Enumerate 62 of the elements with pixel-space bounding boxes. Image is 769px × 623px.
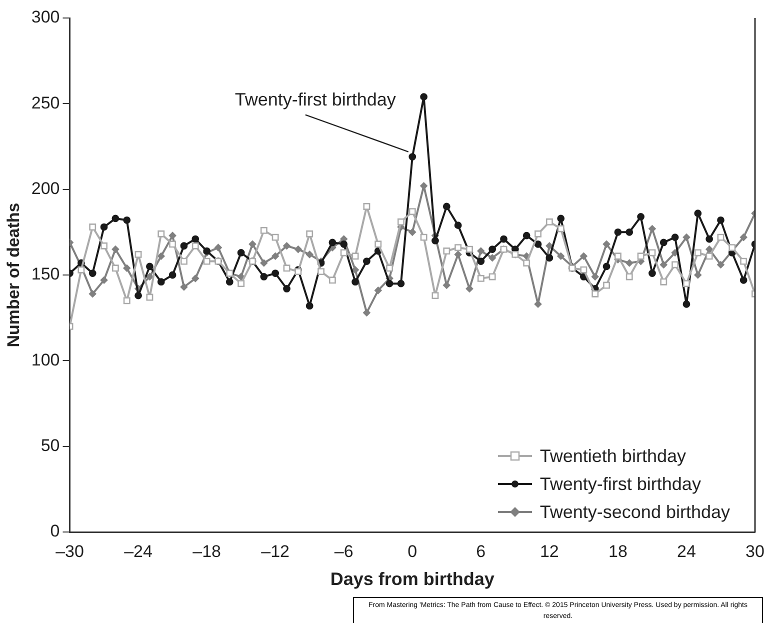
point	[466, 285, 474, 292]
point	[557, 252, 565, 260]
point	[694, 271, 702, 279]
point	[352, 266, 359, 274]
y-tick-label: 250	[31, 93, 60, 112]
y-tick-label: 0	[50, 522, 60, 541]
x-tick-label: 6	[476, 542, 486, 561]
point	[123, 264, 131, 272]
point	[112, 246, 120, 253]
x-tick-label: 18	[608, 542, 628, 561]
point	[180, 283, 188, 291]
y-tick-label: 50	[40, 436, 60, 456]
point	[237, 273, 245, 280]
point	[168, 232, 176, 240]
x-tick-label: 12	[540, 542, 559, 561]
x-tick-label: –12	[261, 542, 290, 561]
x-tick-label: 30	[746, 542, 764, 561]
x-tick-label: –24	[124, 542, 152, 561]
point	[214, 244, 222, 252]
point	[546, 242, 554, 250]
point	[192, 274, 200, 282]
x-tick-label: 24	[677, 542, 696, 561]
y-tick-label: 200	[31, 179, 60, 198]
point	[88, 290, 96, 298]
y-tick-label: 300	[31, 8, 60, 27]
point	[580, 252, 588, 260]
point	[626, 259, 634, 267]
x-tick-label: 0	[408, 542, 418, 561]
point	[477, 247, 485, 255]
point	[100, 276, 108, 284]
point	[248, 240, 256, 248]
x-tick-label: –30	[56, 542, 84, 561]
point	[272, 252, 280, 260]
point	[717, 261, 724, 268]
point	[682, 234, 690, 242]
y-tick-label: 100	[31, 350, 60, 370]
annotation: Twenty-first birthday	[234, 90, 396, 110]
point	[740, 234, 748, 242]
point	[363, 308, 370, 316]
point	[260, 259, 268, 267]
legend-label: Twenty-first birthday	[540, 474, 701, 494]
point	[294, 246, 302, 253]
y-axis-title: Number of deaths	[4, 202, 23, 348]
point	[602, 240, 610, 248]
x-tick-label: –18	[192, 542, 221, 561]
point	[660, 261, 668, 268]
legend-label: Twenty-second birthday	[540, 502, 730, 522]
point	[306, 250, 314, 258]
point	[648, 225, 656, 232]
y-tick-label: 150	[31, 264, 60, 284]
point	[488, 254, 496, 262]
x-axis-title: Days from birthday	[330, 569, 494, 590]
point	[454, 250, 462, 258]
point	[157, 252, 165, 260]
point	[706, 246, 714, 253]
point	[591, 273, 599, 280]
point	[283, 242, 290, 250]
point	[408, 228, 416, 236]
point	[146, 273, 154, 280]
legend-label: Twentieth birthday	[540, 446, 686, 466]
x-tick-label: –6	[334, 542, 354, 561]
point	[374, 286, 382, 294]
